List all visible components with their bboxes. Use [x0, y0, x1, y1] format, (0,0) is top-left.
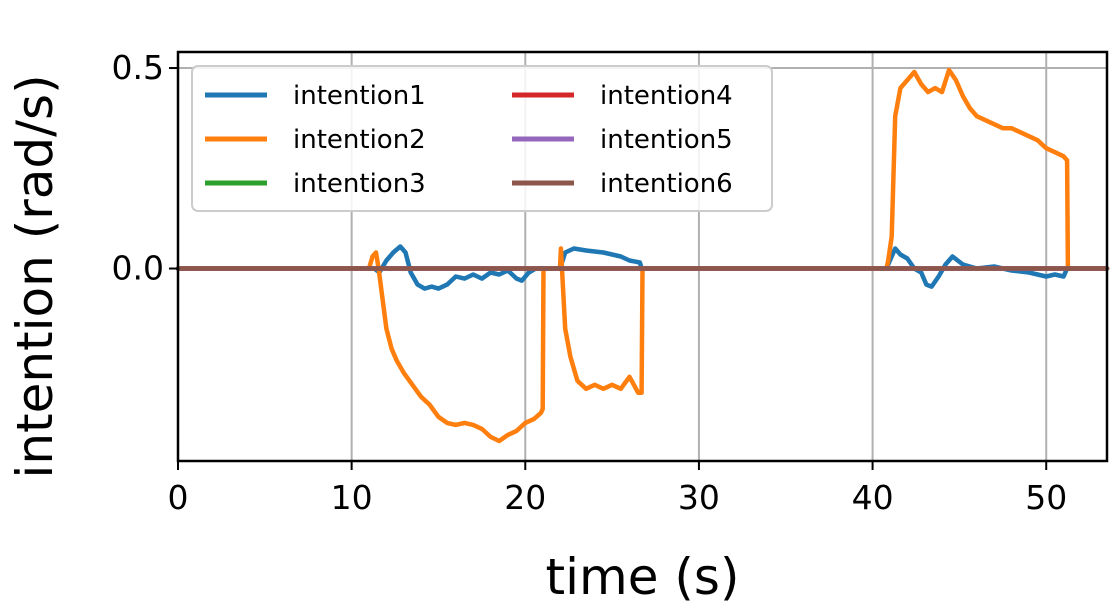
series-line-intention1	[175, 244, 1110, 291]
x-tick-label: 40	[852, 478, 894, 517]
series-line-intention2	[175, 67, 1110, 444]
legend-label-intention4: intention4	[600, 81, 733, 111]
plot-frame	[176, 50, 1109, 463]
x-tick-label: 20	[504, 478, 546, 517]
y-tick-label: 0.0	[112, 249, 164, 288]
x-tick-label: 30	[678, 478, 720, 517]
x-axis-title: time (s)	[546, 548, 740, 606]
series-layer	[175, 67, 1110, 444]
legend-label-intention1: intention1	[293, 81, 426, 111]
legend: intention1 intention2 intention3 intention4…	[191, 65, 773, 212]
legend-label-intention5: intention5	[600, 125, 733, 155]
y-tick-label: 0.5	[112, 48, 164, 87]
y-axis-title: intention (rad/s)	[6, 74, 64, 478]
legend-box	[191, 65, 773, 212]
x-tick-label: 50	[1025, 478, 1067, 517]
legend-label-intention3: intention3	[293, 169, 426, 199]
ticks: 0 10 20 30 40 50 0.0 0.5	[112, 48, 1068, 517]
x-tick-label: 10	[331, 478, 373, 517]
legend-label-intention2: intention2	[293, 125, 426, 155]
legend-label-intention6: intention6	[600, 169, 733, 199]
x-tick-label: 0	[168, 478, 189, 517]
